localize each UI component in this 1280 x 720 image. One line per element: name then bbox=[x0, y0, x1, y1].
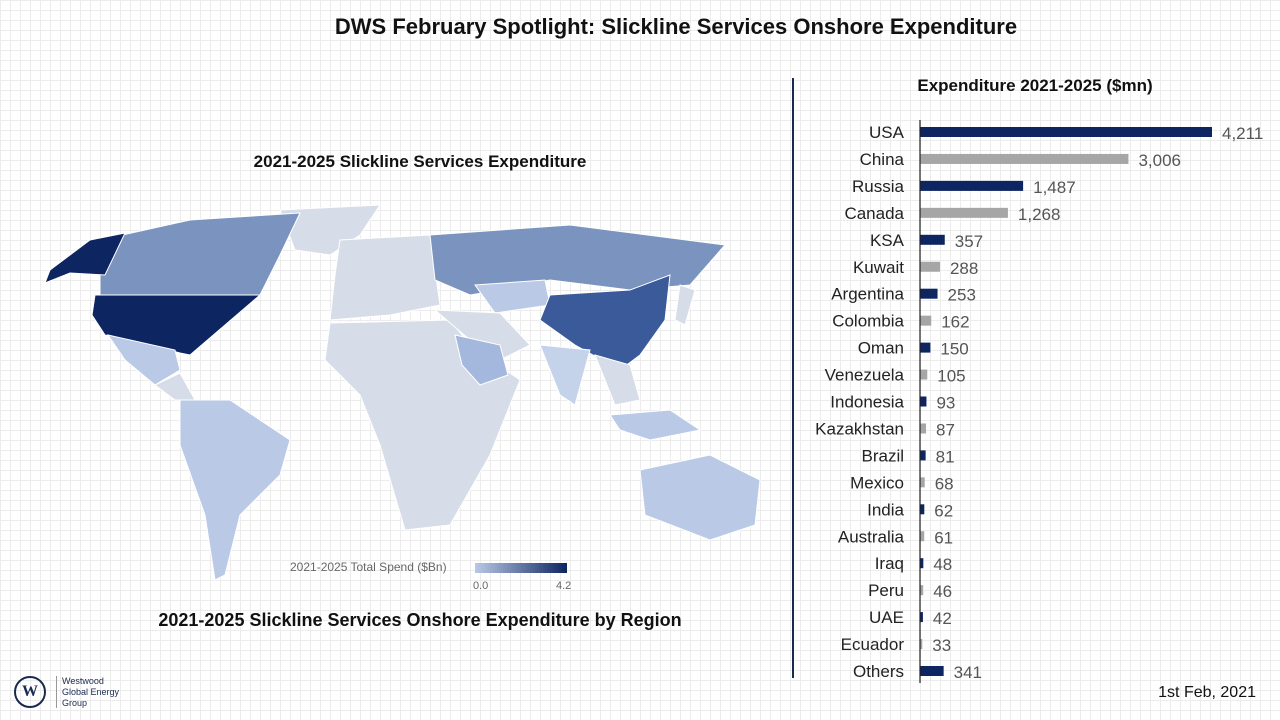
value-label: 253 bbox=[948, 286, 976, 305]
category-label: Ecuador bbox=[841, 635, 905, 654]
world-choropleth-map bbox=[44, 204, 761, 581]
bar-australia bbox=[920, 531, 925, 542]
region-canada bbox=[99, 212, 301, 296]
bar-others bbox=[920, 666, 944, 676]
category-label: KSA bbox=[870, 231, 905, 250]
bar-kazakhstan bbox=[920, 423, 927, 434]
map-legend-min: 0.0 bbox=[473, 580, 489, 592]
region-middle-east bbox=[433, 309, 531, 361]
bar-ksa bbox=[920, 234, 945, 245]
bar-iraq bbox=[920, 558, 924, 569]
category-label: Peru bbox=[868, 581, 904, 600]
map-legend-max: 4.2 bbox=[556, 580, 572, 592]
bar-venezuela bbox=[920, 369, 928, 380]
bar-usa bbox=[920, 127, 1212, 137]
date-label: 1st Feb, 2021 bbox=[1158, 684, 1256, 701]
bar-chart-title: Expenditure 2021-2025 ($mn) bbox=[917, 76, 1153, 95]
logo-separator bbox=[56, 676, 57, 708]
category-label: Indonesia bbox=[830, 393, 904, 412]
value-label: 150 bbox=[940, 340, 968, 359]
region-russia bbox=[429, 224, 726, 296]
value-label: 62 bbox=[934, 501, 953, 520]
bar-argentina bbox=[920, 288, 938, 299]
expenditure-bar-chart: USA 4,211 China 3,006 Russia 1,487 Canada 1,268… bbox=[815, 120, 1263, 683]
region-kazakhstan bbox=[474, 279, 551, 314]
westwood-logo-icon: W bbox=[14, 676, 46, 708]
region-europe bbox=[329, 234, 441, 321]
page-title: DWS February Spotlight: Slickline Servic… bbox=[334, 14, 1018, 39]
category-label: USA bbox=[869, 123, 905, 142]
region-se-asia bbox=[594, 354, 641, 406]
region-alaska bbox=[44, 232, 126, 284]
map-title: 2021-2025 Slickline Services Expenditure bbox=[253, 152, 587, 171]
value-label: 81 bbox=[936, 447, 955, 466]
bar-russia bbox=[920, 180, 1024, 191]
category-label: Mexico bbox=[850, 473, 904, 492]
bar-canada bbox=[920, 207, 1008, 218]
value-label: 42 bbox=[933, 609, 952, 628]
region-usa bbox=[91, 294, 262, 356]
value-label: 162 bbox=[941, 313, 969, 332]
map-caption: 2021-2025 Slickline Services Onshore Exp… bbox=[158, 610, 682, 630]
logo-line: Group bbox=[62, 698, 88, 708]
value-label: 1,268 bbox=[1018, 205, 1061, 224]
bar-china bbox=[920, 153, 1129, 164]
value-label: 1,487 bbox=[1033, 178, 1076, 197]
value-label: 93 bbox=[936, 394, 955, 413]
region-indonesia bbox=[609, 409, 702, 441]
region-china bbox=[539, 274, 671, 371]
category-label: Russia bbox=[852, 177, 905, 196]
map-legend-label: 2021-2025 Total Spend ($Bn) bbox=[290, 560, 447, 574]
category-label: Colombia bbox=[832, 312, 904, 331]
region-japan bbox=[674, 284, 696, 326]
bar-colombia bbox=[920, 315, 932, 326]
value-label: 341 bbox=[954, 663, 982, 682]
category-label: Kuwait bbox=[853, 258, 904, 277]
bar-peru bbox=[920, 585, 924, 596]
value-label: 4,211 bbox=[1222, 124, 1263, 143]
value-label: 3,006 bbox=[1138, 151, 1181, 170]
value-label: 288 bbox=[950, 259, 978, 278]
bar-oman bbox=[920, 342, 931, 353]
category-label: Brazil bbox=[861, 446, 904, 465]
category-label: Argentina bbox=[831, 285, 904, 304]
bar-india bbox=[920, 504, 925, 515]
map-legend-gradient bbox=[475, 563, 567, 573]
region-mexico bbox=[106, 334, 181, 386]
category-label: India bbox=[867, 500, 904, 519]
category-label: Iraq bbox=[875, 554, 904, 573]
logo-line: Westwood bbox=[62, 676, 104, 686]
bar-uae bbox=[920, 612, 923, 623]
category-label: Kazakhstan bbox=[815, 419, 904, 438]
bar-ecuador bbox=[920, 639, 923, 650]
region-india bbox=[539, 344, 591, 406]
region-south-america bbox=[179, 399, 291, 581]
value-label: 33 bbox=[932, 636, 951, 655]
category-label: Australia bbox=[838, 527, 905, 546]
logo-line: Global Energy bbox=[62, 687, 120, 697]
value-label: 48 bbox=[933, 555, 952, 574]
value-label: 46 bbox=[933, 582, 952, 601]
bar-indonesia bbox=[920, 396, 927, 407]
region-ksa bbox=[454, 334, 509, 386]
category-label: UAE bbox=[869, 608, 904, 627]
value-label: 87 bbox=[936, 420, 955, 439]
category-label: Venezuela bbox=[825, 366, 905, 385]
region-australia bbox=[639, 454, 761, 541]
category-label: China bbox=[860, 150, 905, 169]
bar-mexico bbox=[920, 477, 925, 488]
category-label: Oman bbox=[858, 339, 904, 358]
logo-text: Westwood Global Energy Group bbox=[62, 676, 119, 709]
value-label: 357 bbox=[955, 232, 983, 251]
bar-kuwait bbox=[920, 261, 940, 272]
value-label: 68 bbox=[935, 474, 954, 493]
category-label: Others bbox=[853, 662, 904, 681]
value-label: 61 bbox=[934, 528, 953, 547]
section-divider bbox=[792, 78, 794, 678]
value-label: 105 bbox=[937, 367, 965, 386]
category-label: Canada bbox=[844, 204, 904, 223]
bar-brazil bbox=[920, 450, 926, 461]
